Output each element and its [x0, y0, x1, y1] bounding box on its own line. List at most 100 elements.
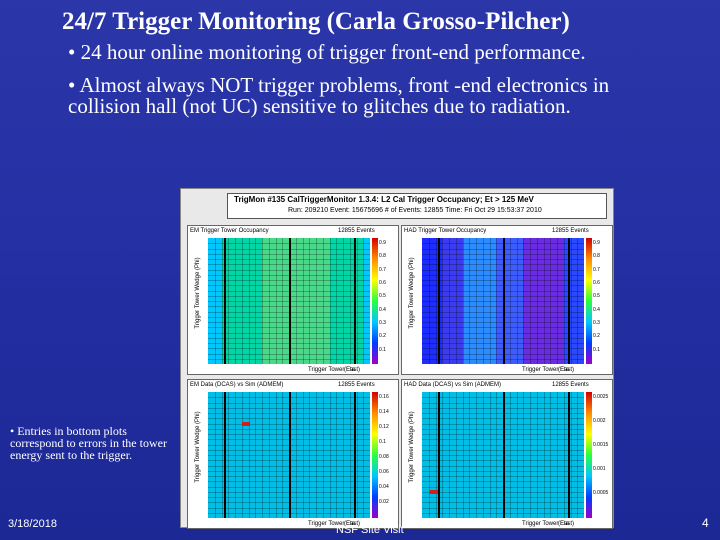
heatmap: [208, 238, 370, 364]
heatmap-column: [329, 238, 337, 364]
region-divider: [567, 238, 570, 364]
grid-line: [241, 392, 243, 518]
panel-x-label: Trigger Tower Eta: [522, 521, 570, 527]
scale-tick-label: 0.9: [593, 240, 600, 246]
region-divider: [289, 392, 291, 518]
error-cell: [242, 422, 250, 426]
heatmap-column: [228, 238, 236, 364]
grid-line: [221, 392, 223, 518]
heatmap-column: [235, 238, 243, 364]
grid-line: [496, 238, 498, 364]
heatmap-column: [295, 238, 303, 364]
heatmap-column: [557, 392, 565, 518]
grid-line: [530, 238, 531, 364]
heatmap-column: [241, 238, 249, 364]
scale-tick-label: 0.1: [593, 346, 600, 353]
heatmap-column: [523, 238, 531, 364]
grid-line: [262, 392, 263, 518]
heatmap-column: [482, 238, 490, 364]
grid-line: [455, 238, 457, 364]
grid-line: [489, 238, 491, 364]
panel-events: 12855 Events: [338, 382, 375, 388]
grid-line: [482, 392, 484, 518]
heatmap-column: [509, 238, 517, 364]
heatmap-column: [356, 238, 364, 364]
panel-y-label: Trigger Tower Wedge (Phi): [409, 411, 415, 483]
heatmap-column: [550, 392, 558, 518]
grid-line: [336, 238, 338, 364]
heatmap-column: [343, 238, 351, 364]
grid-line: [516, 392, 518, 518]
grid-line: [435, 392, 437, 518]
grid-line: [336, 392, 338, 518]
scale-tick-label: 0.14: [379, 409, 389, 415]
heatmap-column: [214, 238, 222, 364]
grid-line: [329, 238, 331, 364]
color-scale-bar: [372, 238, 378, 364]
grid-line: [262, 238, 263, 364]
grid-line: [268, 238, 270, 364]
heatmap-column: [496, 238, 504, 364]
heatmap-column: [557, 238, 565, 364]
scale-tick-label: 0.1: [379, 346, 386, 353]
heatmap-column: [516, 238, 524, 364]
grid-line: [496, 392, 498, 518]
heatmap-column: [455, 392, 463, 518]
panel-events: 12855 Events: [338, 228, 375, 234]
grid-line: [455, 392, 457, 518]
grid-line: [449, 392, 450, 518]
heatmap-column: [455, 238, 463, 364]
monitor-panel: EM Trigger Tower Occupancy 12855 Events …: [187, 225, 399, 375]
scale-tick-label: 0.08: [379, 454, 389, 460]
region-divider: [567, 392, 570, 518]
heatmap-column: [523, 392, 531, 518]
region-divider: [353, 392, 356, 518]
heatmap-column: [476, 392, 484, 518]
grid-line: [563, 392, 565, 518]
heatmap-column: [428, 238, 436, 364]
heatmap-column: [462, 392, 470, 518]
heatmap-column: [309, 238, 317, 364]
heatmap-column: [543, 238, 551, 364]
heatmap-column: [449, 392, 457, 518]
scale-tick-label: 0.06: [379, 469, 389, 475]
canvas-header-line2: Run: 209210 Event: 15675696 # of Events:…: [288, 207, 542, 214]
scale-tick-label: 0.6: [593, 280, 600, 286]
grid-line: [268, 392, 270, 518]
heatmap-column: [428, 392, 436, 518]
heatmap-column: [422, 238, 430, 364]
grid-line: [363, 392, 365, 518]
color-scale-bar: [586, 238, 592, 364]
grid-line: [235, 238, 236, 364]
grid-line: [543, 238, 545, 364]
heatmap-column: [550, 238, 558, 364]
heatmap-column: [228, 392, 236, 518]
error-cell: [430, 490, 438, 494]
heatmap-column: [516, 392, 524, 518]
grid-line: [570, 392, 572, 518]
panel-events: 12855 Events: [552, 382, 589, 388]
scale-tick-label: 0.2: [379, 333, 386, 340]
heatmap-column: [349, 238, 357, 364]
grid-line: [235, 392, 236, 518]
panel-x-label: Trigger Tower Eta: [308, 367, 356, 373]
grid-line: [295, 238, 297, 364]
heatmap-column: [496, 392, 504, 518]
scale-tick-label: 0.02: [379, 499, 389, 505]
grid-line: [509, 238, 511, 364]
grid-line: [550, 392, 552, 518]
grid-line: [322, 392, 324, 518]
heatmap-column: [543, 392, 551, 518]
color-scale-ticks: 0.0025 0.002 0.0015 0.001 0.0005: [593, 390, 613, 518]
grid-line: [228, 392, 230, 518]
panel-y-label: Trigger Tower Wedge (Phi): [195, 411, 201, 483]
monitor-panel: HAD Trigger Tower Occupancy 12855 Events…: [401, 225, 613, 375]
grid-line: [449, 238, 450, 364]
heatmap-column: [343, 392, 351, 518]
heatmap-column: [268, 238, 276, 364]
heatmap-column: [302, 392, 310, 518]
heatmap-column: [530, 238, 538, 364]
region-divider: [224, 238, 227, 364]
grid-line: [530, 392, 531, 518]
heatmap-column: [462, 238, 470, 364]
